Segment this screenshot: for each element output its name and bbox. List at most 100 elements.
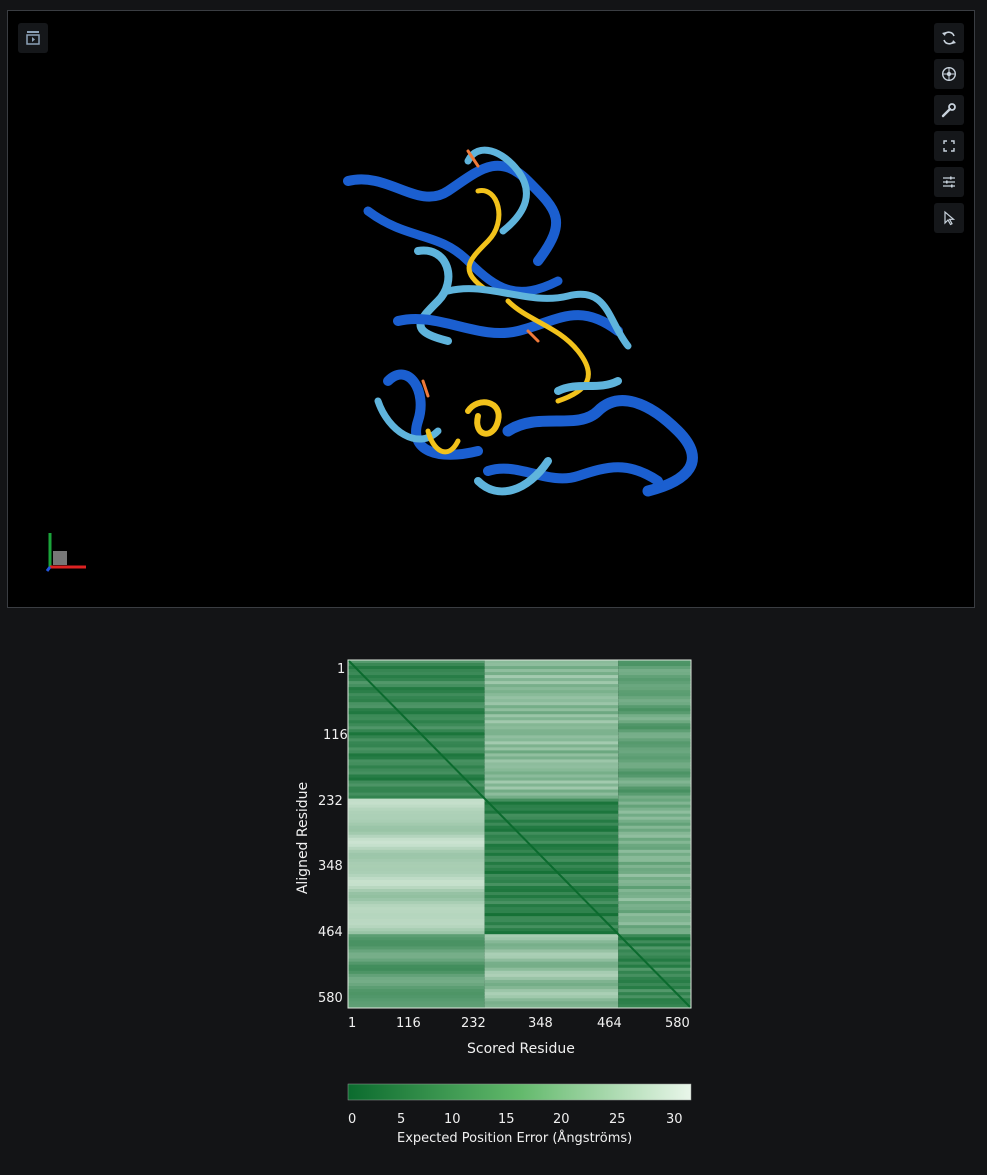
heatmap-cell: [348, 952, 485, 957]
protein-structure[interactable]: [328, 131, 708, 521]
heatmap-cell: [348, 819, 485, 824]
heatmap-cell: [618, 735, 691, 739]
heatmap-cell: [618, 753, 691, 757]
heatmap-cell: [618, 992, 691, 996]
sliders-icon[interactable]: [934, 167, 964, 197]
heatmap-cell: [618, 986, 691, 990]
heatmap-cell: [348, 882, 485, 887]
heatmap-cell: [348, 849, 485, 854]
heatmap-cell: [348, 998, 485, 1002]
heatmap-cell: [348, 750, 485, 754]
heatmap-cell: [348, 735, 485, 739]
heatmap-cell: [618, 864, 691, 869]
heatmap-cell: [618, 858, 691, 863]
heatmap-cell: [348, 873, 485, 878]
heatmap-cell: [618, 687, 691, 691]
heatmap-cell: [618, 913, 691, 917]
heatmap-cell: [348, 729, 485, 733]
heatmap-cell: [484, 870, 619, 875]
refresh-icon[interactable]: [934, 23, 964, 53]
y-tick: 348: [318, 859, 343, 874]
heatmap-cell: [484, 995, 619, 999]
heatmap-cell: [348, 774, 485, 779]
heatmap-cell: [484, 919, 619, 923]
heatmap-cell: [618, 723, 691, 727]
heatmap-cell: [484, 967, 619, 972]
heatmap-cell: [484, 774, 619, 779]
heatmap-cell: [484, 684, 619, 688]
camera-icon[interactable]: [934, 59, 964, 89]
screenshot-icon[interactable]: [18, 23, 48, 53]
heatmap-cell: [484, 720, 619, 724]
wrench-icon[interactable]: [934, 95, 964, 125]
heatmap-cell: [484, 976, 619, 981]
heatmap-cell: [618, 849, 691, 854]
heatmap-cell: [484, 747, 619, 751]
heatmap-cell: [618, 882, 691, 887]
heatmap-cell: [484, 852, 619, 857]
heatmap-cell: [618, 717, 691, 721]
heatmap-cell: [484, 983, 619, 987]
heatmap-cell: [618, 834, 691, 839]
heatmap-cell: [618, 720, 691, 724]
heatmap-cell: [618, 961, 691, 966]
heatmap-cell: [484, 816, 619, 821]
heatmap-cell: [618, 931, 691, 935]
heatmap-cell: [484, 729, 619, 733]
heatmap-cell: [348, 768, 485, 772]
heatmap-cell: [348, 901, 485, 905]
heatmap-cell: [348, 810, 485, 815]
heatmap-cell: [618, 690, 691, 694]
heatmap-cell: [348, 807, 485, 812]
heatmap-cell: [618, 738, 691, 742]
heatmap-cell: [484, 711, 619, 715]
cursor-icon[interactable]: [934, 203, 964, 233]
heatmap-frame: [347, 659, 692, 1009]
heatmap-cell: [348, 738, 485, 742]
heatmap-cell: [348, 723, 485, 727]
colorbar-tick: 5: [397, 1112, 406, 1127]
heatmap-cell: [484, 882, 619, 887]
heatmap-cell: [484, 705, 619, 709]
heatmap-cell: [348, 922, 485, 926]
colorbar: [347, 1083, 692, 1101]
y-tick: 580: [318, 991, 343, 1006]
colorbar-tick: 25: [609, 1112, 626, 1127]
heatmap-cell: [484, 907, 619, 911]
y-tick: 116: [323, 728, 348, 743]
heatmap-cell: [348, 946, 485, 950]
heatmap-cell: [618, 822, 691, 827]
heatmap-cell: [484, 901, 619, 905]
heatmap-cell: [618, 744, 691, 748]
heatmap-cell: [618, 837, 691, 842]
heatmap-cell: [348, 928, 485, 932]
pae-heatmap-svg: [347, 659, 692, 1101]
heatmap-cell: [484, 940, 619, 944]
heatmap-cell: [348, 693, 485, 697]
heatmap-cell: [484, 777, 619, 782]
heatmap-cell: [348, 846, 485, 851]
heatmap-cell: [348, 720, 485, 724]
heatmap-cell: [618, 904, 691, 908]
heatmap-cell: [618, 852, 691, 857]
heatmap-cell: [618, 678, 691, 682]
heatmap-cells: [347, 659, 692, 1009]
heatmap-cell: [348, 765, 485, 769]
heatmap-cell: [484, 892, 619, 896]
heatmap-cell: [618, 762, 691, 766]
heatmap-cell: [484, 810, 619, 815]
structure-viewer[interactable]: [7, 10, 975, 608]
heatmap-cell: [618, 747, 691, 751]
fullscreen-icon[interactable]: [934, 131, 964, 161]
heatmap-cell: [618, 855, 691, 860]
heatmap-cell: [484, 973, 619, 978]
heatmap-cell: [484, 771, 619, 775]
heatmap-cell: [484, 998, 619, 1002]
heatmap-cell: [618, 1004, 691, 1008]
heatmap-cell: [348, 885, 485, 890]
heatmap-cell: [484, 986, 619, 990]
heatmap-cell: [618, 813, 691, 818]
heatmap-cell: [484, 795, 619, 800]
heatmap-cell: [348, 992, 485, 996]
heatmap-cell: [484, 867, 619, 872]
